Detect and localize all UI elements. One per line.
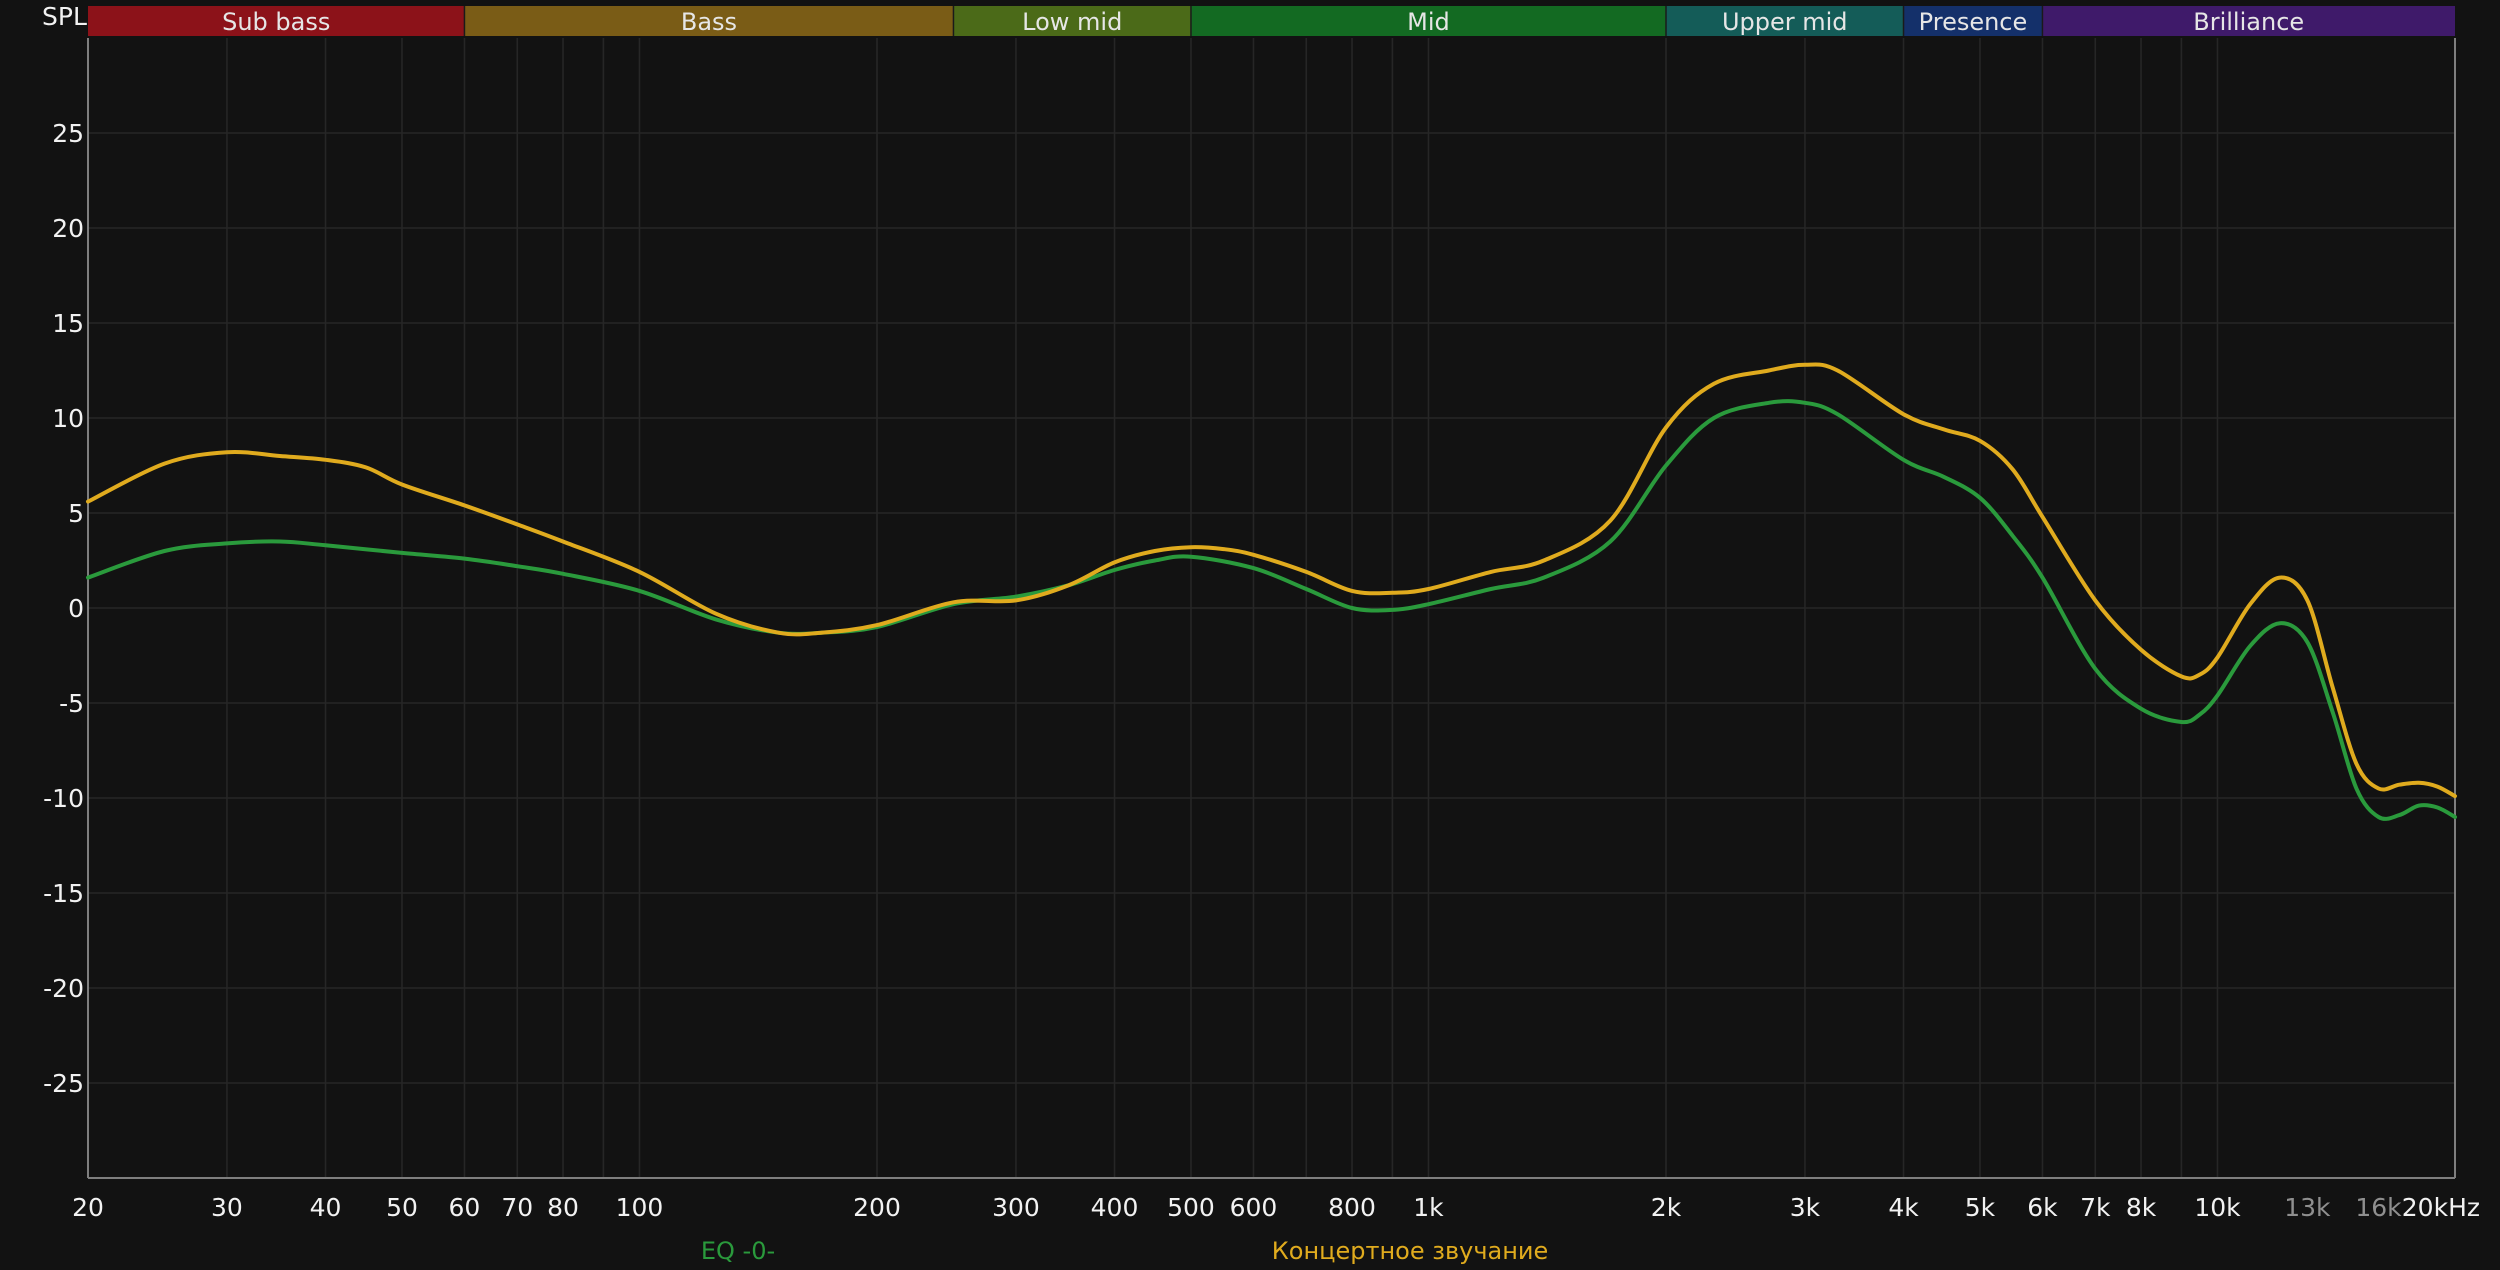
x-tick-label: 13k	[2284, 1193, 2331, 1222]
x-tick-label: 400	[1091, 1193, 1139, 1222]
band-bass	[464, 6, 954, 36]
x-tick-label: 500	[1167, 1193, 1215, 1222]
x-tick-label: 7k	[2080, 1193, 2111, 1222]
x-tick-label: 10k	[2194, 1193, 2241, 1222]
x-tick-label: 16k	[2355, 1193, 2402, 1222]
y-tick-label: -5	[59, 689, 84, 718]
y-tick-label: -20	[43, 974, 84, 1003]
band-label-upper-mid: Upper mid	[1722, 8, 1848, 36]
x-tick-label: 1k	[1413, 1193, 1444, 1222]
y-tick-label: 10	[52, 404, 84, 433]
band-label-low-mid: Low mid	[1022, 8, 1122, 36]
x-tick-label: 300	[992, 1193, 1040, 1222]
y-tick-label: -10	[43, 784, 84, 813]
response-curves	[86, 362, 2457, 821]
y-tick-label: 25	[52, 119, 84, 148]
x-tick-label: 30	[211, 1193, 243, 1222]
x-tick-label: 20	[72, 1193, 104, 1222]
y-tick-label: 0	[68, 594, 84, 623]
x-tick-label: 2k	[1651, 1193, 1682, 1222]
band-presence	[1903, 6, 2043, 36]
band-low-mid	[953, 6, 1191, 36]
x-tick-label: 100	[616, 1193, 664, 1222]
legend: EQ -0- Концертное звучание	[701, 1237, 1548, 1265]
x-tick-label: 800	[1328, 1193, 1376, 1222]
legend-item-concert[interactable]: Концертное звучание	[1272, 1237, 1549, 1265]
band-label-presence: Presence	[1919, 8, 2028, 36]
x-tick-label: 40	[310, 1193, 342, 1222]
y-tick-label: 15	[52, 309, 84, 338]
y-tick-label: 5	[68, 499, 84, 528]
x-tick-label: 60	[449, 1193, 481, 1222]
band-brilliance	[2042, 6, 2455, 36]
x-tick-label: 6k	[2027, 1193, 2058, 1222]
band-mid	[1190, 6, 1666, 36]
band-upper-mid	[1666, 6, 1904, 36]
band-label-brilliance: Brilliance	[2193, 8, 2304, 36]
x-tick-label: 3k	[1790, 1193, 1821, 1222]
y-tick-label: -25	[43, 1069, 84, 1098]
series-line-concert	[86, 362, 2457, 799]
x-tick-label: 20kHz	[2402, 1193, 2480, 1222]
y-tick-label: -15	[43, 879, 84, 908]
x-tick-label: 8k	[2126, 1193, 2157, 1222]
x-tick-label: 80	[547, 1193, 579, 1222]
x-tick-label: 200	[853, 1193, 901, 1222]
band-label-mid: Mid	[1407, 8, 1450, 36]
y-axis-label: SPL	[42, 2, 87, 31]
band-label-sub-bass: Sub bass	[222, 8, 330, 36]
y-tick-label: 20	[52, 214, 84, 243]
x-tick-label: 5k	[1965, 1193, 1996, 1222]
x-tick-label: 600	[1230, 1193, 1278, 1222]
band-sub-bass	[88, 6, 465, 36]
x-tick-label: 50	[386, 1193, 418, 1222]
x-tick-label: 70	[501, 1193, 533, 1222]
band-label-bass: Bass	[681, 8, 737, 36]
x-tick-label: 4k	[1888, 1193, 1919, 1222]
legend-item-eq[interactable]: EQ -0-	[701, 1237, 775, 1265]
series-line-eq	[86, 399, 2457, 821]
frequency-band-strip: Sub bass Bass Low mid Mid Upper mid Presence B…	[88, 6, 2455, 36]
